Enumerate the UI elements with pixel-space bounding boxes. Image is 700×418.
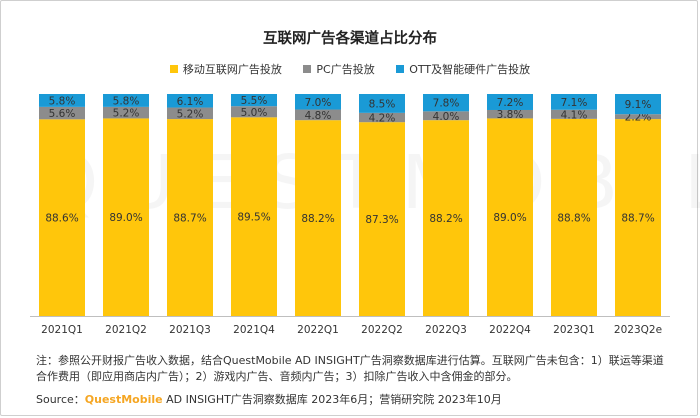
data-label-mobile: 89.0%: [109, 212, 142, 224]
bar-segment-ott: [167, 94, 213, 108]
data-label-pc: 2.2%: [625, 112, 652, 124]
x-tick-label: 2021Q1: [41, 324, 83, 336]
data-label-pc: 5.2%: [177, 108, 204, 120]
bar-segment-mobile: [167, 119, 213, 316]
x-tick-label: 2023Q2e: [614, 324, 662, 336]
legend-label-pc: PC广告投放: [316, 63, 375, 76]
legend-item-pc: PC广告投放: [303, 61, 375, 77]
bar-segment-ott: [295, 94, 341, 110]
bar-segment-pc: [551, 109, 597, 119]
data-label-pc: 5.2%: [113, 108, 140, 120]
bar-segment-ott: [423, 94, 469, 112]
legend-item-ott: OTT及智能硬件广告投放: [396, 61, 530, 77]
bar-segment-mobile: [551, 118, 597, 316]
x-tick-label: 2022Q1: [297, 324, 339, 336]
data-label-pc: 4.0%: [433, 111, 460, 123]
bar-segment-mobile: [295, 120, 341, 316]
data-label-ott: 7.0%: [305, 97, 332, 109]
x-tick-label: 2023Q1: [553, 324, 595, 336]
bar-segment-mobile: [231, 117, 277, 316]
data-label-pc: 5.0%: [241, 107, 268, 119]
legend-swatch-ott: [396, 65, 405, 73]
bar-segment-ott: [359, 94, 405, 113]
bar-segment-mobile: [487, 118, 533, 316]
data-label-ott: 7.2%: [497, 97, 524, 109]
data-label-pc: 4.8%: [305, 110, 332, 122]
bar-segment-pc: [295, 109, 341, 121]
chart-legend: 移动互联网广告投放 PC广告投放 OTT及智能硬件广告投放: [0, 61, 700, 77]
x-tick-label: 2021Q2: [105, 324, 147, 336]
bar-segment-mobile: [39, 119, 85, 316]
data-label-ott: 6.1%: [177, 96, 204, 108]
stacked-bar-chart: 88.6%5.6%5.8%2021Q189.0%5.2%5.8%2021Q288…: [30, 94, 670, 336]
bar-segment-mobile: [423, 120, 469, 316]
x-tick-label: 2021Q4: [233, 324, 275, 336]
data-label-pc: 3.8%: [497, 109, 524, 121]
data-label-mobile: 89.5%: [237, 212, 270, 224]
bar-segment-pc: [103, 106, 149, 119]
data-label-mobile: 88.7%: [173, 213, 206, 225]
data-label-ott: 7.1%: [561, 97, 588, 109]
x-tick-label: 2022Q3: [425, 324, 467, 336]
bar-segment-ott: [615, 94, 661, 115]
bar-segment-pc: [359, 112, 405, 123]
footnote: 注：参照公开财报广告收入数据，结合QuestMobile AD INSIGHT广…: [36, 354, 664, 383]
bar-segment-mobile: [359, 122, 405, 316]
source-prefix: Source：: [36, 393, 85, 406]
data-label-mobile: 88.2%: [429, 213, 462, 225]
bar-segment-pc: [423, 111, 469, 121]
data-label-mobile: 88.7%: [621, 213, 654, 225]
data-label-mobile: 87.3%: [365, 214, 398, 226]
data-label-ott: 9.1%: [625, 99, 652, 111]
x-tick-label: 2021Q3: [169, 324, 211, 336]
bar-segment-pc: [615, 114, 661, 120]
data-label-mobile: 88.6%: [45, 213, 78, 225]
bar-segment-pc: [167, 107, 213, 120]
data-label-ott: 5.8%: [49, 95, 76, 107]
source-rest: AD INSIGHT广告洞察数据库 2023年6月；营销研究院 2023年10月: [162, 393, 502, 406]
legend-swatch-mobile: [169, 65, 178, 73]
bar-segment-pc: [39, 106, 85, 120]
bar-segment-pc: [231, 106, 277, 118]
chart-title: 互联网广告各渠道占比分布: [263, 31, 437, 47]
data-label-pc: 5.6%: [49, 108, 76, 120]
bar-segment-ott: [551, 94, 597, 110]
legend-label-ott: OTT及智能硬件广告投放: [409, 63, 531, 76]
data-label-ott: 5.8%: [113, 95, 140, 107]
bar-segment-mobile: [103, 118, 149, 316]
x-tick-label: 2022Q2: [361, 324, 403, 336]
source-line: Source：QuestMobile AD INSIGHT广告洞察数据库 202…: [36, 391, 676, 407]
data-label-pc: 4.1%: [561, 109, 588, 121]
data-label-mobile: 88.8%: [557, 212, 590, 224]
x-tick-label: 2022Q4: [489, 324, 531, 336]
bar-segment-pc: [487, 109, 533, 119]
legend-swatch-pc: [303, 65, 312, 73]
source-brand: QuestMobile: [84, 393, 163, 406]
bar-segment-mobile: [615, 119, 661, 316]
data-label-ott: 7.8%: [433, 98, 460, 110]
data-label-pc: 4.2%: [369, 113, 396, 125]
legend-item-mobile: 移动互联网广告投放: [169, 61, 282, 77]
bar-segment-ott: [39, 94, 85, 107]
bar-segment-ott: [487, 94, 533, 110]
bar-segment-ott: [103, 94, 149, 107]
bar-segment-ott: [231, 94, 277, 107]
data-label-mobile: 88.2%: [301, 213, 334, 225]
legend-label-mobile: 移动互联网广告投放: [182, 63, 282, 76]
data-label-ott: 5.5%: [241, 95, 268, 107]
data-label-ott: 8.5%: [369, 98, 396, 110]
data-label-mobile: 89.0%: [493, 212, 526, 224]
